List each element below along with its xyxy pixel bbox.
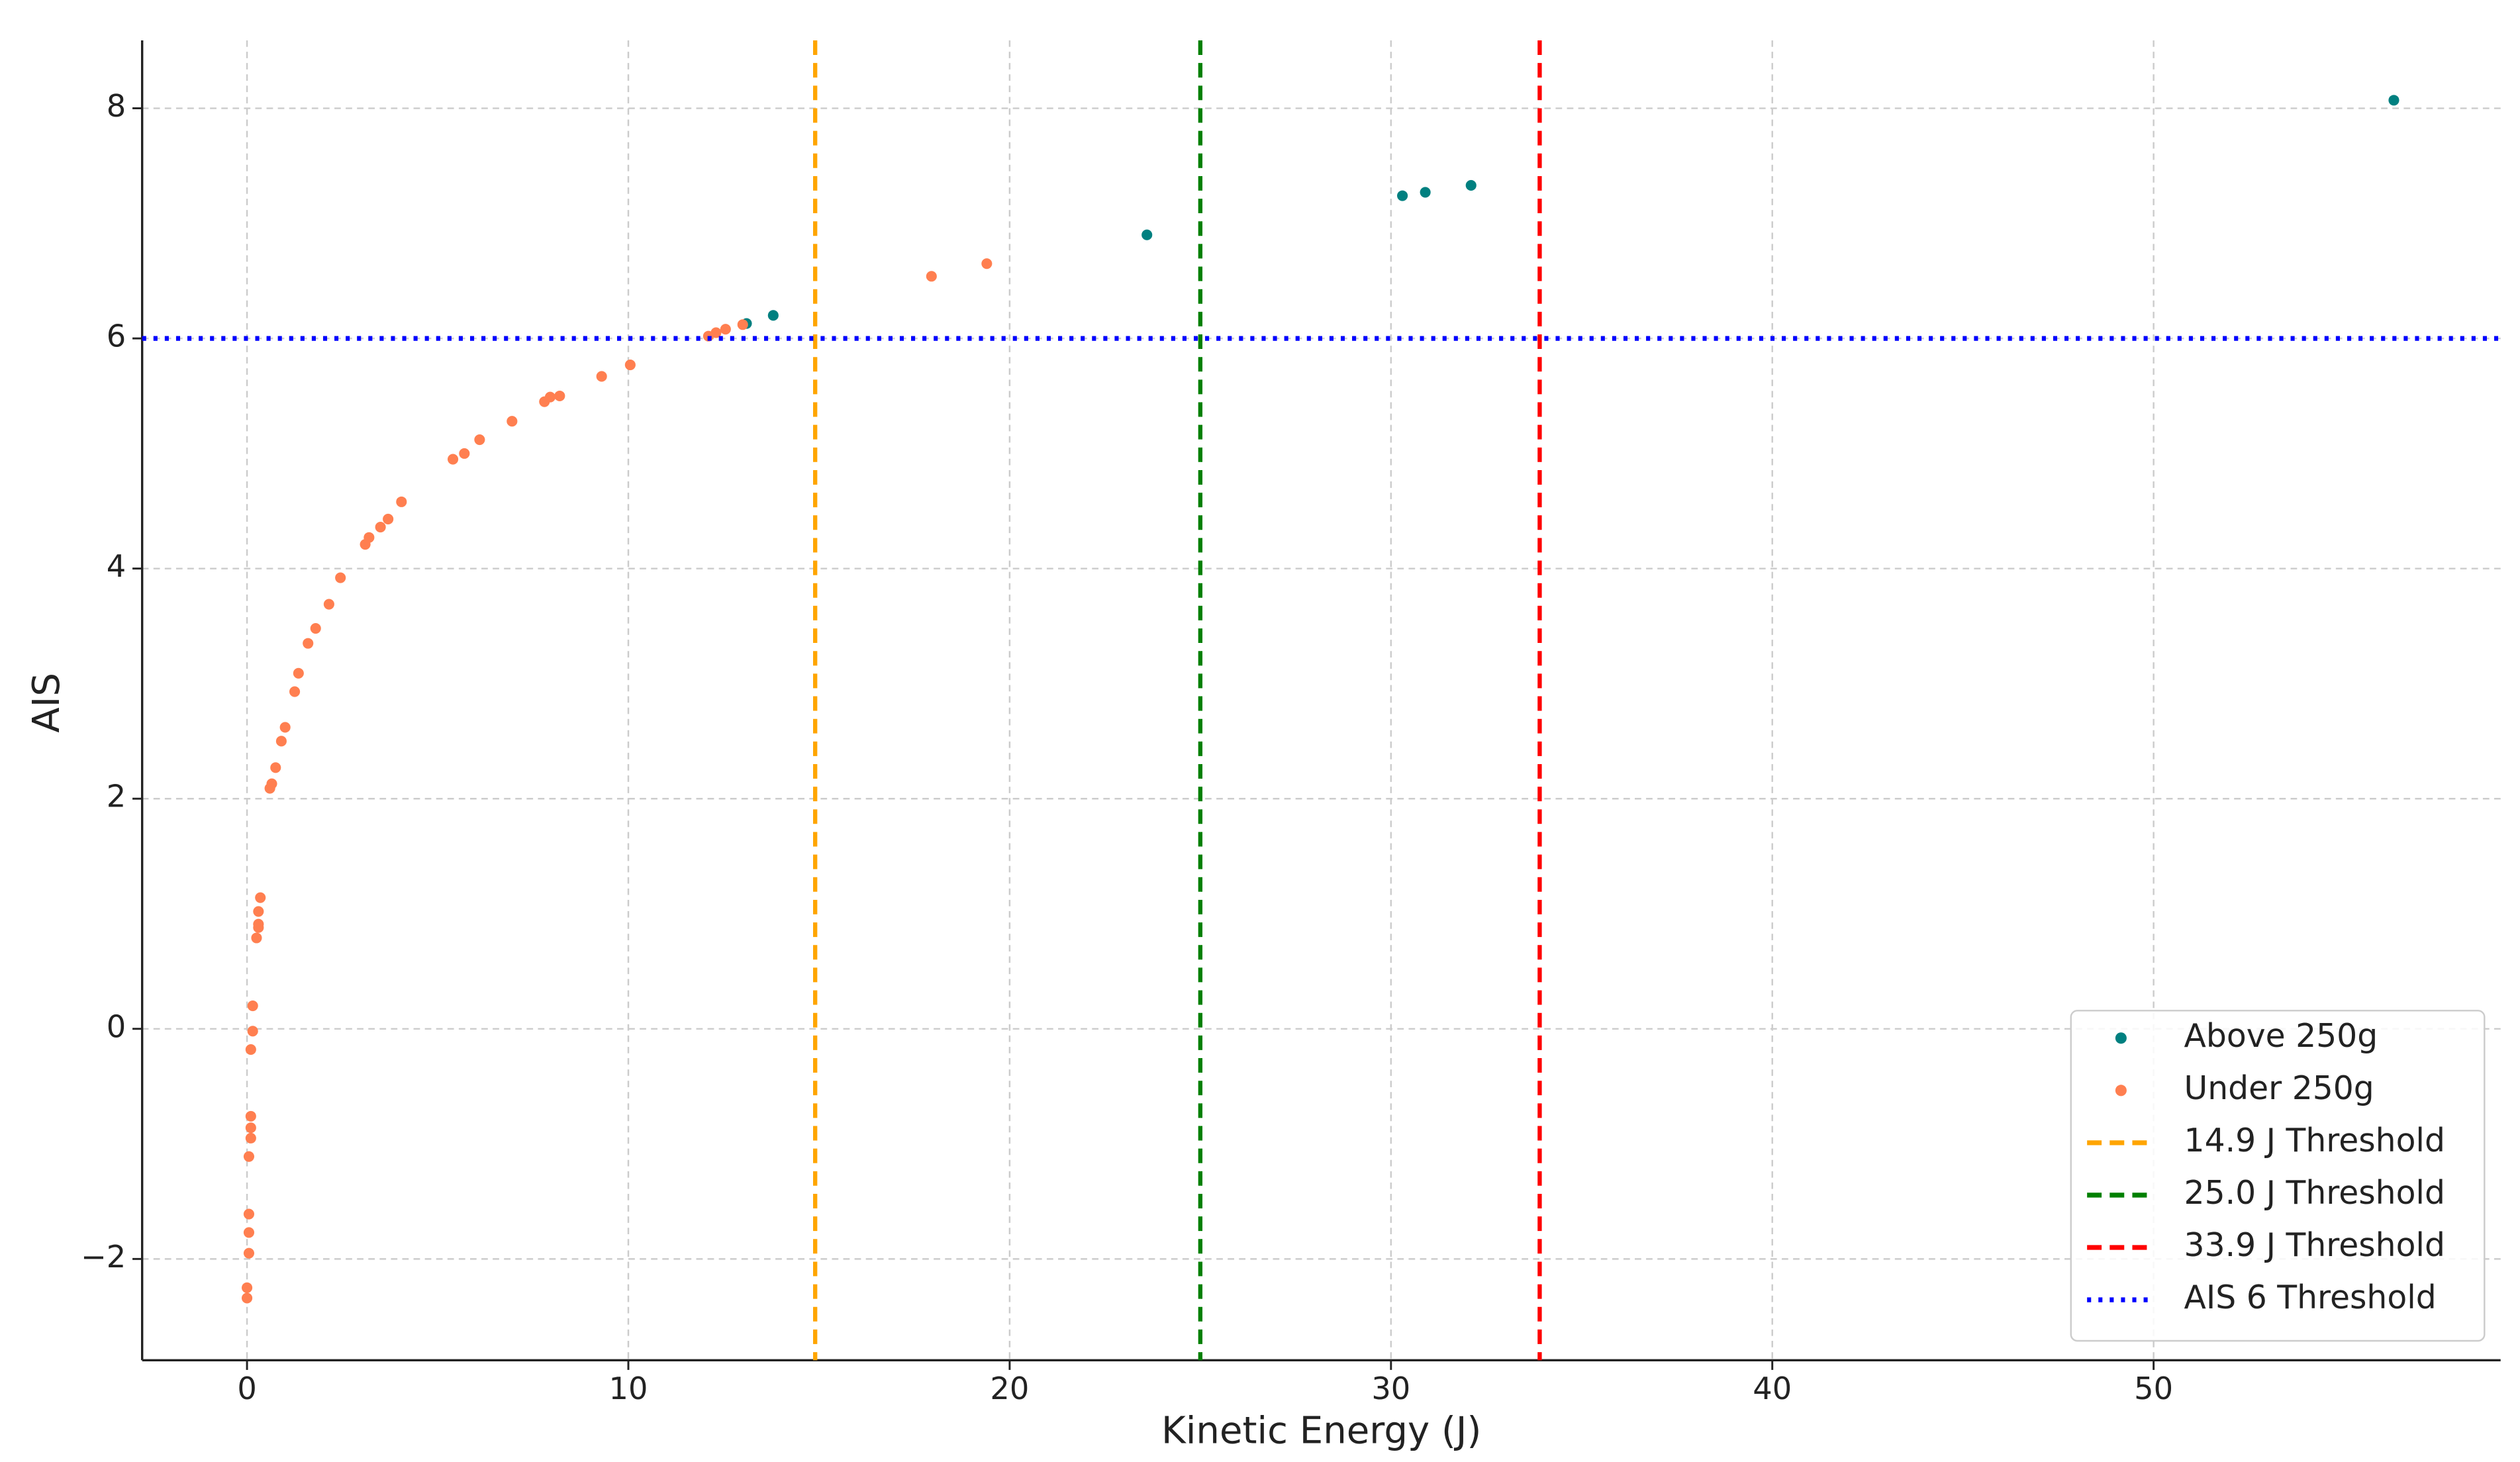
point xyxy=(270,762,281,773)
point xyxy=(245,1044,256,1055)
legend-label: 25.0 J Threshold xyxy=(2184,1174,2445,1212)
point xyxy=(1141,229,1153,240)
point xyxy=(310,622,321,634)
point xyxy=(474,434,485,446)
x-tick-label: 40 xyxy=(1753,1371,1792,1406)
point xyxy=(720,324,731,335)
point xyxy=(266,778,277,789)
legend-label: 14.9 J Threshold xyxy=(2184,1122,2445,1159)
x-tick-label: 50 xyxy=(2134,1371,2173,1406)
legend-box xyxy=(2070,1010,2486,1342)
point xyxy=(710,327,722,338)
point xyxy=(448,454,459,465)
point xyxy=(245,1132,256,1144)
y-tick-label: −2 xyxy=(81,1239,126,1275)
legend: Above 250g Under 250g 14.9 J Threshold 25.0… xyxy=(2070,1010,2486,1342)
point xyxy=(1420,187,1431,198)
point xyxy=(767,310,779,321)
point xyxy=(289,686,301,697)
y-tick-label: 0 xyxy=(107,1008,126,1044)
point xyxy=(275,736,287,747)
point xyxy=(1397,190,1408,201)
point xyxy=(303,638,314,649)
point xyxy=(375,522,386,533)
point xyxy=(243,1227,255,1238)
point xyxy=(2388,95,2399,106)
x-tick-label: 30 xyxy=(1371,1371,1410,1406)
point xyxy=(981,258,993,269)
point xyxy=(251,932,262,944)
x-tick-label: 20 xyxy=(990,1371,1029,1406)
point xyxy=(323,599,334,610)
legend-label: Above 250g xyxy=(2184,1017,2378,1055)
point xyxy=(255,892,266,903)
y-tick-label: 2 xyxy=(107,779,126,814)
point xyxy=(544,391,556,403)
point xyxy=(242,1282,253,1293)
y-tick-label: 4 xyxy=(107,548,126,584)
point xyxy=(507,416,518,427)
legend-label: 33.9 J Threshold xyxy=(2184,1226,2445,1264)
y-tick-label: 6 xyxy=(107,318,126,354)
x-axis-label: Kinetic Energy (J) xyxy=(1161,1410,1481,1453)
point xyxy=(253,918,264,930)
point xyxy=(247,1026,258,1037)
point xyxy=(363,532,375,543)
point xyxy=(335,572,346,583)
point xyxy=(926,271,937,282)
point xyxy=(253,906,264,917)
y-axis-label: AIS xyxy=(25,673,68,733)
point xyxy=(624,360,636,371)
legend-marker xyxy=(2115,1085,2127,1096)
point xyxy=(245,1110,256,1122)
y-tick-label: 8 xyxy=(107,88,126,124)
point xyxy=(596,371,607,382)
point xyxy=(383,513,394,524)
legend-label: AIS 6 Threshold xyxy=(2184,1279,2437,1316)
point xyxy=(554,390,565,402)
point xyxy=(242,1292,253,1304)
x-tick-label: 10 xyxy=(608,1371,648,1406)
x-tick-label: 0 xyxy=(237,1371,257,1406)
point xyxy=(243,1151,255,1162)
legend-marker xyxy=(2115,1032,2127,1044)
point xyxy=(243,1208,255,1220)
point xyxy=(247,1000,258,1012)
point xyxy=(293,667,304,679)
point xyxy=(243,1247,255,1259)
point xyxy=(459,448,470,459)
legend-label: Under 250g xyxy=(2184,1069,2374,1107)
point xyxy=(737,319,748,330)
point xyxy=(279,722,291,733)
point xyxy=(245,1122,256,1134)
point xyxy=(1465,179,1477,191)
point xyxy=(396,496,407,507)
